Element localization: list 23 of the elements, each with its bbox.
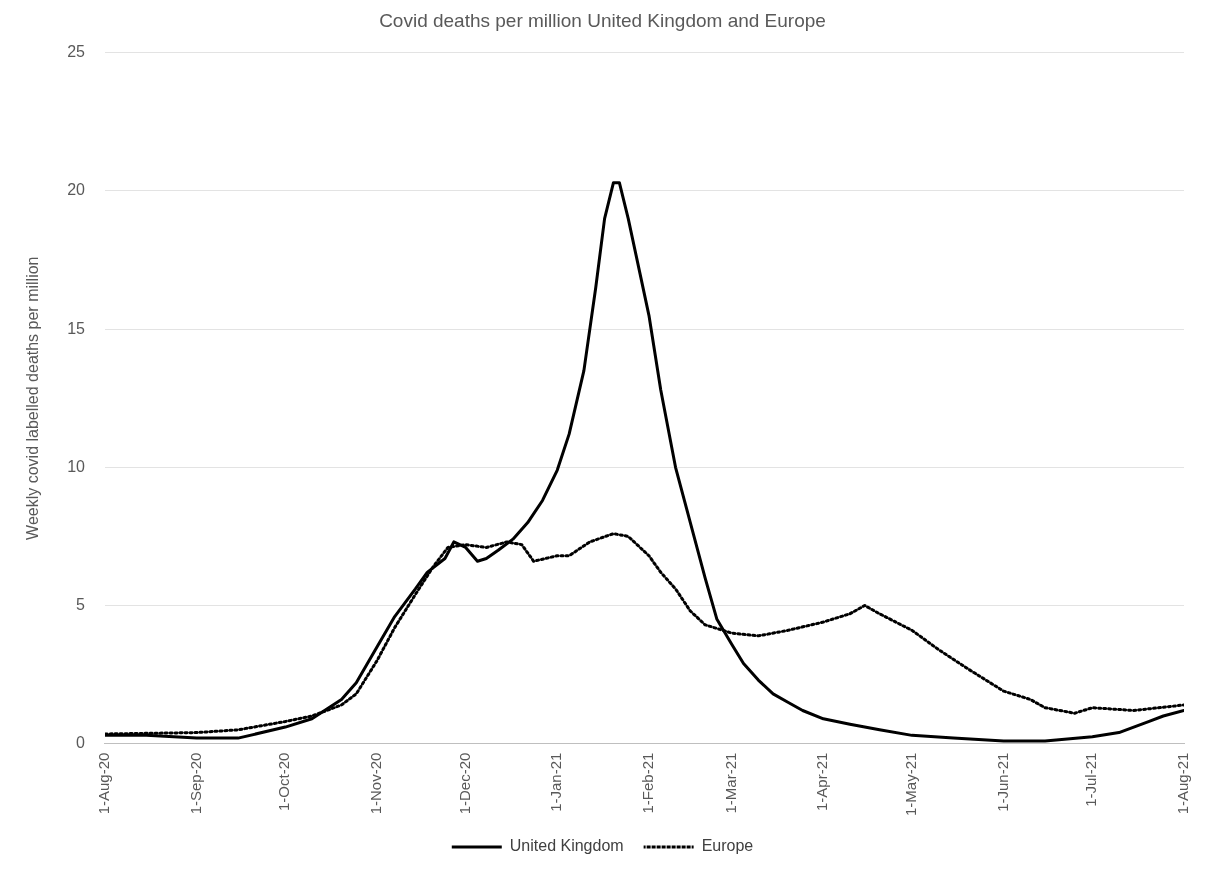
y-tick-label: 25 xyxy=(67,43,86,61)
x-tick-label: 1-Dec-20 xyxy=(455,752,473,815)
x-tick-label: 1-Oct-20 xyxy=(275,752,293,811)
legend-label: United Kingdom xyxy=(509,837,624,855)
y-tick-label: 20 xyxy=(67,181,86,199)
x-tick-label: 1-Sep-20 xyxy=(186,752,204,815)
y-tick-label: 0 xyxy=(76,734,86,752)
chart-title: Covid deaths per million United Kingdom and Europe xyxy=(379,9,826,31)
y-axis-title: Weekly covid labelled deaths per million xyxy=(24,256,42,540)
x-tick-label: 1-Nov-20 xyxy=(367,752,385,815)
x-tick-label: 1-Apr-21 xyxy=(813,752,831,811)
legend-label: Europe xyxy=(701,837,754,855)
x-tick-label: 1-Jan-21 xyxy=(547,752,565,812)
x-tick-label: 1-Feb-21 xyxy=(639,752,657,814)
x-tick-label: 1-Aug-21 xyxy=(1174,752,1192,815)
y-tick-label: 10 xyxy=(67,457,86,475)
y-tick-label: 5 xyxy=(76,595,86,613)
x-tick-label: 1-May-21 xyxy=(902,752,920,816)
x-tick-label: 1-Jul-21 xyxy=(1082,752,1100,807)
y-tick-label: 15 xyxy=(67,319,86,337)
x-tick-label: 1-Aug-20 xyxy=(95,752,113,815)
x-tick-label: 1-Mar-21 xyxy=(721,752,739,814)
x-tick-label: 1-Jun-21 xyxy=(993,752,1011,812)
